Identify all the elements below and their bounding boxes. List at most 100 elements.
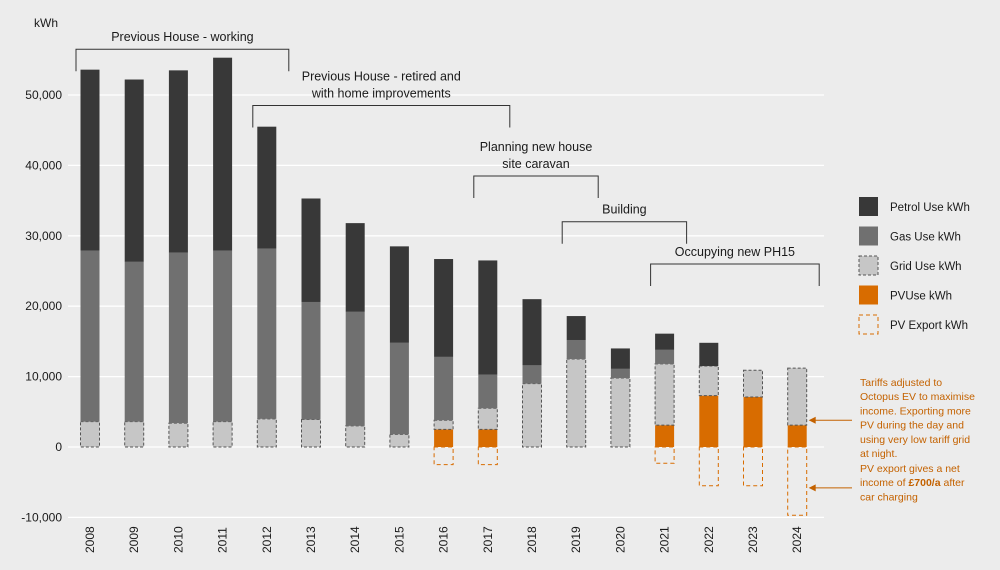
bar-gas-use <box>434 356 454 421</box>
bar-petrol-use <box>478 260 498 375</box>
period-annotations: Previous House - working Previous House -… <box>75 30 820 286</box>
period-bracket <box>473 175 599 198</box>
bar-grid-use <box>256 418 277 448</box>
bar-petrol-use <box>345 223 365 312</box>
bar-grid-use <box>433 419 454 430</box>
bar-grid-use <box>124 421 145 448</box>
bar-grid-use <box>345 425 366 448</box>
period-label: Previous House - retired and <box>302 70 461 84</box>
bar-grid-use <box>566 358 587 448</box>
x-tick-label: 2011 <box>216 527 230 553</box>
bar-petrol-use <box>522 299 542 366</box>
bar-petrol-use <box>610 348 630 369</box>
period-label: with home improvements <box>311 87 451 101</box>
x-tick-label: 2016 <box>437 526 451 553</box>
legend-swatch-grid <box>858 255 879 276</box>
bar-gas-use <box>168 252 188 424</box>
bar-petrol-use <box>434 259 454 357</box>
x-tick-label: 2012 <box>260 526 274 553</box>
x-tick-label: 2018 <box>525 526 539 553</box>
note-line: car charging <box>860 491 918 503</box>
legend-swatch-pvuse <box>859 285 878 305</box>
bar-grid-use <box>698 365 719 397</box>
period-label: Planning new house <box>480 140 593 154</box>
legend-label: Grid Use kWh <box>890 261 962 273</box>
legend-label: PV Export kWh <box>890 320 968 332</box>
x-tick-label: 2010 <box>171 526 185 553</box>
bar-gas-use <box>213 250 233 422</box>
legend-label: Petrol Use kWh <box>890 202 970 214</box>
bar-pv-use <box>478 429 498 447</box>
note-line: PV during the day and <box>860 420 964 432</box>
period-label: Building <box>602 203 647 217</box>
period-label: Previous House - working <box>111 30 253 44</box>
y-axis-label: kWh <box>34 16 58 30</box>
x-tick-label: 2020 <box>613 526 627 553</box>
bar-gas-use <box>522 365 542 384</box>
bar-petrol-use <box>124 79 144 262</box>
bar-gas-use <box>80 250 100 422</box>
bar-gas-use <box>655 349 675 364</box>
bar-grid-use <box>522 383 542 448</box>
bar-petrol-use <box>566 316 586 340</box>
x-tick-label: 2014 <box>348 526 362 553</box>
legend-swatch-petrol <box>859 197 878 216</box>
note-line: Tariffs adjusted to <box>860 377 942 389</box>
note-arrowhead <box>808 484 816 492</box>
y-axis-ticks: -10,000 0 10,000 20,000 30,000 40,000 50,000 <box>21 88 62 524</box>
legend: Petrol Use kWh Gas Use kWh Grid Use kWh PVU… <box>858 197 970 335</box>
bar-grid-use <box>743 369 763 398</box>
bars <box>80 57 808 516</box>
bar-pv-use <box>743 397 763 447</box>
period-bracket <box>252 105 511 128</box>
bar-grid-use <box>301 419 321 448</box>
bar-pv-use <box>699 395 719 447</box>
note-arrowhead <box>808 416 816 424</box>
bar-petrol-use <box>389 246 409 343</box>
legend-label: Gas Use kWh <box>890 232 961 244</box>
note-line: income of £700/a after <box>860 477 965 489</box>
note-line: PV export gives a net <box>860 463 960 475</box>
bar-gas-use <box>389 342 409 435</box>
x-tick-label: 2017 <box>481 526 495 553</box>
legend-swatch-pvexport <box>858 314 879 335</box>
bar-gas-use <box>566 339 586 359</box>
note-line: using very low tariff grid <box>860 434 970 446</box>
note-line: at night. <box>860 448 897 460</box>
x-tick-label: 2022 <box>702 526 716 553</box>
bar-gas-use <box>610 368 630 379</box>
period-bracket <box>561 221 688 244</box>
x-tick-label: 2013 <box>304 526 318 553</box>
bar-grid-use <box>787 367 808 426</box>
period-bracket <box>75 48 290 72</box>
x-axis-ticks: 2008 2009 2010 2011 2012 2013 2014 2015 2016 2017… <box>83 526 804 553</box>
bar-petrol-use <box>699 342 719 367</box>
x-tick-label: 2024 <box>790 526 804 553</box>
y-tick-label: 20,000 <box>25 299 62 313</box>
y-tick-label: 40,000 <box>25 158 62 172</box>
bar-grid-use <box>654 363 675 426</box>
bar-pv-use <box>434 429 454 447</box>
legend-swatch-gas <box>859 226 878 246</box>
bar-petrol-use <box>301 198 321 302</box>
bar-grid-use <box>477 407 498 430</box>
y-tick-label: 30,000 <box>25 229 62 243</box>
bar-petrol-use <box>655 333 675 350</box>
bar-petrol-use <box>213 57 233 251</box>
bar-gas-use <box>301 301 321 420</box>
y-tick-label: -10,000 <box>21 510 62 524</box>
bar-grid-use <box>168 422 189 448</box>
period-bracket <box>650 263 820 286</box>
y-tick-label: 10,000 <box>25 370 62 384</box>
x-tick-label: 2021 <box>658 526 672 553</box>
note-line: income. Exporting more <box>860 405 971 417</box>
bar-grid-use <box>212 421 233 448</box>
bar-grid-use <box>610 377 631 448</box>
bar-grid-use <box>389 433 410 448</box>
y-tick-label: 50,000 <box>25 88 62 102</box>
bar-gas-use <box>124 261 144 422</box>
x-tick-label: 2019 <box>569 526 583 553</box>
bar-grid-use <box>80 421 100 448</box>
